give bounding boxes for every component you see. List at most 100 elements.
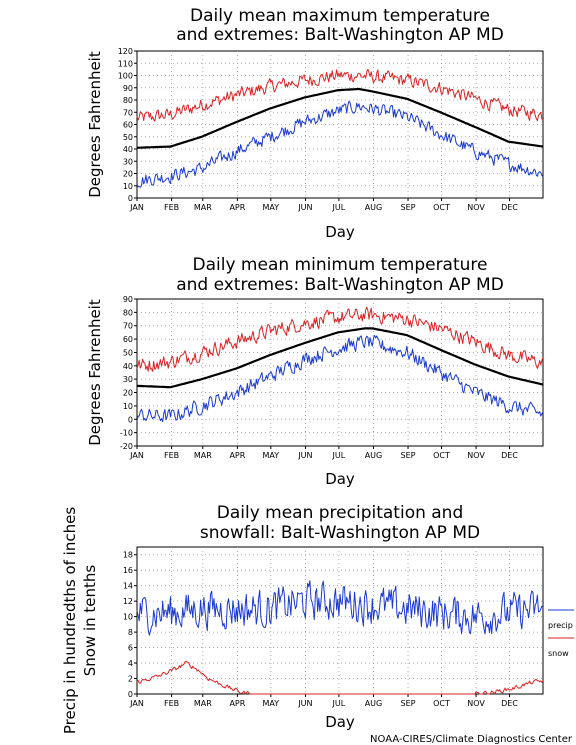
x-tick-label: FEB <box>164 203 179 212</box>
chart-title: Daily mean maximum temperature <box>190 6 490 26</box>
x-tick-label: MAR <box>194 699 212 708</box>
x-tick-label: NOV <box>467 699 485 708</box>
y-tick-label: 60 <box>123 121 133 130</box>
series-line-snow <box>136 660 544 695</box>
x-tick-label: MAY <box>263 451 280 460</box>
x-tick-label: MAR <box>194 451 212 460</box>
y-tick-label: 8 <box>128 628 133 637</box>
y-tick-label: 14 <box>123 582 133 591</box>
y-axis-label: Degrees Fahrenheit <box>86 299 104 446</box>
series-line-max <box>136 68 543 122</box>
x-tick-label: MAR <box>194 203 212 212</box>
x-tick-label: JAN <box>129 699 144 708</box>
x-tick-label: AUG <box>365 203 383 212</box>
x-tick-label: FEB <box>164 699 179 708</box>
y-tick-label: 6 <box>128 644 133 653</box>
y-axis-label: Precip in hundredths of inches <box>61 507 79 734</box>
x-tick-label: JUN <box>297 699 312 708</box>
x-tick-label: NOV <box>467 451 485 460</box>
y-tick-label: 90 <box>123 295 133 304</box>
x-tick-label: DEC <box>501 203 518 212</box>
y-tick-label: 10 <box>123 402 133 411</box>
x-tick-label: MAY <box>263 203 280 212</box>
chart-subtitle: and extremes: Balt-Washington AP MD <box>176 275 504 295</box>
y-tick-label: 40 <box>123 145 133 154</box>
y-axis-label-2: Snow in tenths <box>81 565 99 677</box>
y-tick-label: 18 <box>123 551 133 560</box>
y-axis-label: Degrees Fahrenheit <box>86 51 104 198</box>
x-tick-label: JUL <box>332 451 346 460</box>
plot-frame <box>136 298 544 447</box>
series-line-min <box>136 100 544 188</box>
x-tick-label: OCT <box>433 203 450 212</box>
series-line-mean <box>137 327 544 389</box>
credit-text: NOAA-CIRES/Climate Diagnostics Center <box>370 734 573 745</box>
x-tick-label: OCT <box>433 451 450 460</box>
x-tick-label: DEC <box>501 699 518 708</box>
x-tick-label: APR <box>229 451 245 460</box>
x-axis-label: Day <box>325 713 355 731</box>
x-axis-label: Day <box>325 223 355 241</box>
y-tick-label: 10 <box>123 613 133 622</box>
x-tick-label: AUG <box>365 699 383 708</box>
x-tick-label: APR <box>229 699 245 708</box>
y-tick-label: 20 <box>123 170 133 179</box>
y-tick-label: 30 <box>123 375 133 384</box>
x-tick-label: JAN <box>129 203 144 212</box>
y-tick-label: 70 <box>123 108 133 117</box>
x-tick-label: SEP <box>401 451 416 460</box>
y-tick-label: 40 <box>123 362 133 371</box>
y-tick-label: 80 <box>123 96 133 105</box>
x-tick-label: JUN <box>297 451 312 460</box>
y-tick-label: 110 <box>118 59 133 68</box>
x-tick-label: MAY <box>263 699 280 708</box>
legend: precip snow <box>548 609 574 658</box>
chart-title: Daily mean precipitation and <box>217 503 464 523</box>
y-tick-label: -10 <box>120 429 133 438</box>
y-tick-label: 2 <box>128 675 133 684</box>
plot-frame <box>136 546 544 695</box>
y-tick-label: 60 <box>123 335 133 344</box>
x-axis-label: Day <box>325 470 355 488</box>
legend-label-snow: snow <box>548 649 569 658</box>
x-tick-label: OCT <box>433 699 450 708</box>
y-tick-label: 12 <box>123 597 133 606</box>
x-tick-label: JUL <box>332 699 346 708</box>
x-tick-label: FEB <box>164 451 179 460</box>
chart-title: Daily mean minimum temperature <box>193 255 488 275</box>
x-tick-label: APR <box>229 203 245 212</box>
x-tick-label: JAN <box>129 451 144 460</box>
x-tick-label: AUG <box>365 451 383 460</box>
y-tick-label: 20 <box>123 389 133 398</box>
series-line-min <box>136 335 544 423</box>
y-tick-label: 16 <box>123 566 133 575</box>
y-tick-label: 0 <box>128 194 133 203</box>
legend-label-precip: precip <box>548 621 573 630</box>
y-tick-label: 70 <box>123 322 133 331</box>
x-tick-label: JUL <box>332 203 346 212</box>
series-line-max <box>136 306 544 372</box>
chart-subtitle: and extremes: Balt-Washington AP MD <box>176 25 504 45</box>
series-line-mean <box>136 87 544 149</box>
x-tick-label: SEP <box>401 203 416 212</box>
x-tick-label: JUN <box>297 203 312 212</box>
y-tick-label: 80 <box>123 308 133 317</box>
y-tick-label: 120 <box>118 47 133 56</box>
y-tick-label: 50 <box>123 348 133 357</box>
y-tick-label: 4 <box>128 659 133 668</box>
x-tick-label: DEC <box>501 451 518 460</box>
series-line-precip <box>136 580 544 636</box>
x-tick-label: NOV <box>467 203 485 212</box>
y-tick-label: 30 <box>123 157 133 166</box>
x-tick-label: SEP <box>401 699 416 708</box>
y-tick-label: 90 <box>123 84 133 93</box>
y-tick-label: 0 <box>128 415 133 424</box>
y-tick-label: 0 <box>128 690 133 699</box>
chart-subtitle: snowfall: Balt-Washington AP MD <box>200 523 480 543</box>
y-tick-label: 10 <box>123 182 133 191</box>
y-tick-label: 50 <box>123 133 133 142</box>
